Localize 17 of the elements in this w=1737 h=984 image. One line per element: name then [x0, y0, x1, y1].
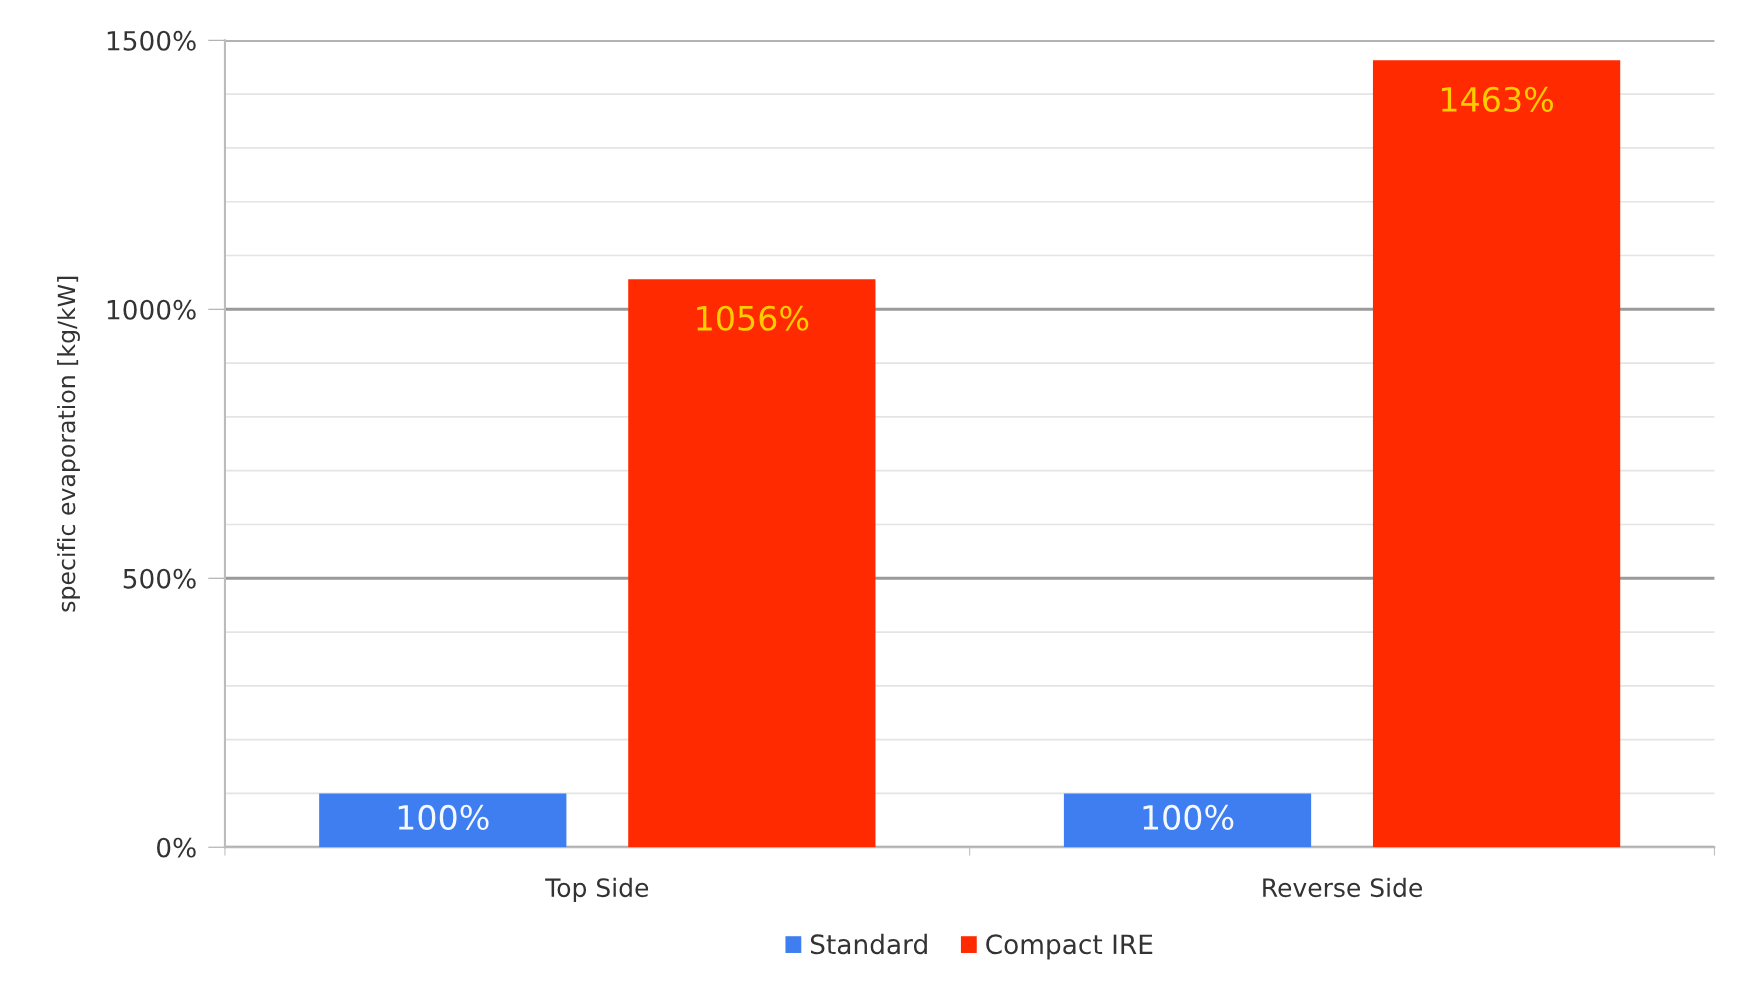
legend-label: Compact IRE	[986, 934, 1153, 960]
legend-label: Standard	[810, 933, 927, 955]
y-tick-label: 1000%	[107, 299, 196, 320]
y-tick-label: 0%	[157, 837, 196, 858]
bar	[628, 279, 876, 848]
data-label: 100%	[1143, 804, 1234, 830]
data-label: 1056%	[697, 305, 809, 331]
x-tick-label: Top Side	[545, 877, 649, 902]
bar	[319, 793, 567, 848]
x-tick-label: Reverse Side	[1263, 877, 1422, 898]
bar	[1063, 793, 1312, 848]
y-axis-title: specific evaporation [kg/kW]	[57, 276, 80, 612]
y-tick-label: 500%	[123, 568, 196, 589]
data-label: 1463%	[1441, 86, 1553, 112]
bar	[1372, 60, 1621, 848]
data-label: 100%	[398, 804, 489, 830]
y-tick-label: 1500%	[107, 30, 196, 51]
